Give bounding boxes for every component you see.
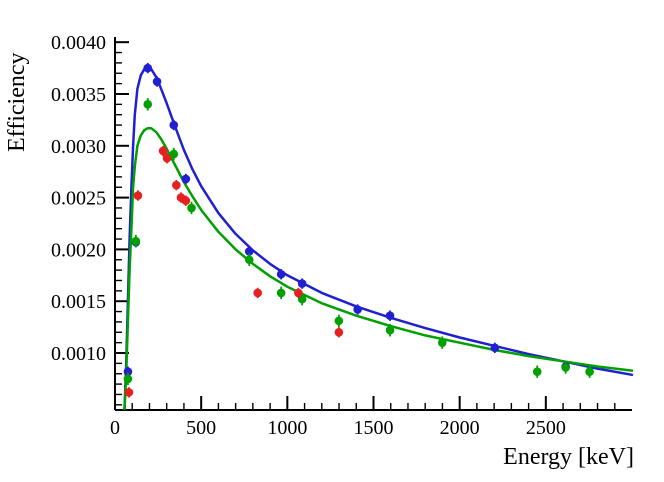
green-points-marker — [131, 236, 141, 246]
blue-points-marker — [143, 63, 153, 73]
x-tick-label: 0 — [110, 417, 120, 439]
fit-curve-green — [123, 126, 634, 411]
red-points-marker — [181, 196, 191, 206]
blue-points-marker — [244, 247, 254, 256]
y-tick-label: 0.0030 — [51, 136, 106, 158]
x-tick-label: 2000 — [440, 417, 480, 439]
green-points-marker — [297, 294, 307, 304]
green-points-marker — [123, 374, 133, 384]
green-points-marker — [169, 149, 179, 159]
blue-points-marker — [181, 174, 191, 184]
green-points-marker — [143, 100, 153, 109]
green-points-marker — [187, 203, 196, 213]
red-points-marker — [124, 388, 134, 397]
green-points-marker — [276, 288, 286, 298]
green-points-marker — [585, 367, 594, 376]
blue-points-marker — [169, 120, 179, 130]
green-points-marker — [334, 316, 344, 326]
green-points-marker — [532, 367, 542, 376]
red-points-marker — [334, 327, 344, 337]
y-tick-label: 0.0010 — [51, 343, 106, 365]
blue-points-marker — [152, 77, 162, 86]
red-points-marker — [158, 146, 168, 156]
green-points-marker — [385, 325, 395, 335]
fit-curve-blue — [123, 65, 634, 411]
x-tick-label: 1000 — [267, 417, 307, 439]
red-points-marker — [294, 288, 303, 298]
red-points-marker — [253, 288, 262, 298]
y-tick-label: 0.0025 — [51, 188, 106, 210]
y-tick-label: 0.0035 — [51, 84, 106, 106]
green-points-marker — [437, 338, 447, 347]
blue-points-marker — [353, 305, 362, 314]
blue-points-marker — [297, 279, 307, 288]
x-axis-title: Energy [keV] — [503, 444, 634, 470]
blue-points-marker — [276, 269, 286, 279]
x-tick-label: 500 — [186, 417, 216, 439]
y-tick-label: 0.0015 — [51, 291, 106, 313]
red-points-marker — [162, 153, 172, 163]
green-points-marker — [561, 363, 570, 372]
x-tick-label: 1500 — [354, 417, 394, 439]
x-tick-label: 2500 — [526, 417, 566, 439]
y-axis-title: Efficiency — [4, 52, 30, 152]
y-tick-label: 0.0020 — [51, 239, 106, 261]
green-points-marker — [244, 255, 254, 265]
red-points-marker — [172, 180, 181, 190]
blue-points-marker — [123, 367, 133, 376]
blue-points-marker — [490, 343, 500, 353]
blue-points-marker — [385, 311, 395, 321]
red-points-marker — [133, 191, 143, 200]
y-tick-label: 0.0040 — [51, 32, 106, 54]
